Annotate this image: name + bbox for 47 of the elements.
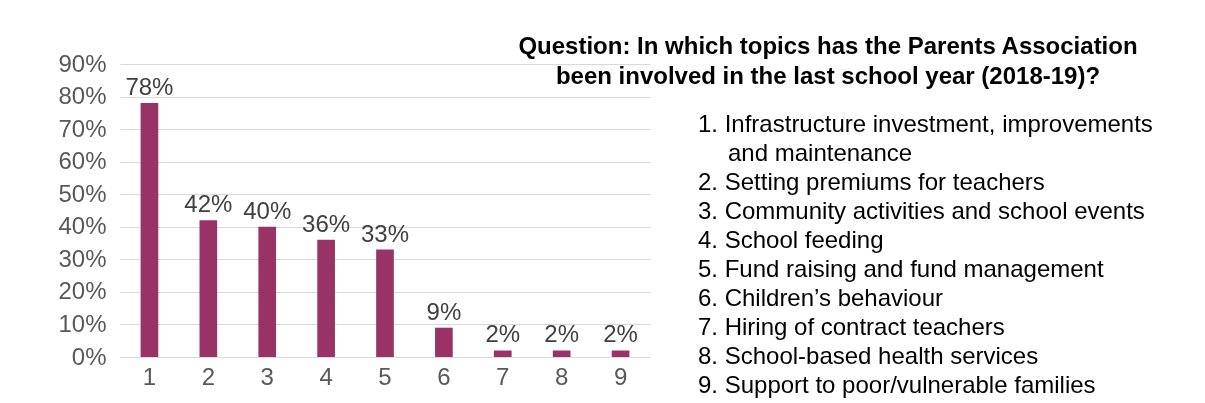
x-tick-label: 9 xyxy=(613,362,628,390)
data-label: 2% xyxy=(485,320,521,348)
y-tick-label: 10% xyxy=(58,309,107,337)
x-tick-label: 7 xyxy=(496,362,510,390)
text: 4. School feeding xyxy=(698,225,885,254)
bar xyxy=(611,350,630,357)
x-tick-label: 5 xyxy=(378,362,392,390)
data-label: 9% xyxy=(426,297,462,325)
y-tick-label: 80% xyxy=(58,82,107,110)
data-label: 40% xyxy=(243,196,292,224)
y-tick-label: 50% xyxy=(58,179,107,207)
y-tick-label: 40% xyxy=(58,212,107,240)
text: 5. Fund raising and fund management xyxy=(698,254,1105,283)
bar xyxy=(140,103,159,357)
text: 6. Children’s behaviour xyxy=(698,283,945,312)
data-label: 2% xyxy=(544,320,580,348)
text: 7. Hiring of contract teachers xyxy=(698,312,1006,341)
y-tick-label: 30% xyxy=(58,244,107,272)
bar xyxy=(552,350,571,357)
bar xyxy=(376,249,394,357)
text: Question: In which topics has the Parents Association been involved in the last school year (2018-19)? xyxy=(517,31,1139,91)
y-tick-label: 70% xyxy=(58,114,107,142)
x-tick-label: 4 xyxy=(319,362,333,390)
bar xyxy=(493,350,512,357)
y-tick-label: 20% xyxy=(58,277,107,305)
bar xyxy=(435,327,453,357)
text: 3. Community activities and school events xyxy=(698,196,1146,225)
y-tick-label: 60% xyxy=(58,147,107,175)
text: 8. School-based health services xyxy=(698,341,1040,370)
bar xyxy=(258,226,277,357)
bar xyxy=(199,220,218,357)
x-tick-label: 1 xyxy=(142,362,157,390)
text: 1. Infrastructure investment, improvements and maintenance xyxy=(698,109,1154,167)
bar xyxy=(317,239,335,357)
text: 9. Support to poor/vulnerable families xyxy=(698,370,1097,399)
x-tick-label: 6 xyxy=(437,362,451,390)
text: 2. Setting premiums for teachers xyxy=(698,167,1046,196)
x-tick-label: 3 xyxy=(260,362,274,390)
data-label: 33% xyxy=(360,219,410,247)
y-tick-label: 0% xyxy=(71,342,107,370)
data-label: 2% xyxy=(603,320,638,348)
data-label: 42% xyxy=(184,190,233,218)
x-tick-label: 2 xyxy=(201,362,216,390)
data-label: 78% xyxy=(125,73,174,101)
data-label: 36% xyxy=(302,209,351,237)
y-tick-label: 90% xyxy=(58,49,107,77)
x-tick-label: 8 xyxy=(554,362,569,390)
